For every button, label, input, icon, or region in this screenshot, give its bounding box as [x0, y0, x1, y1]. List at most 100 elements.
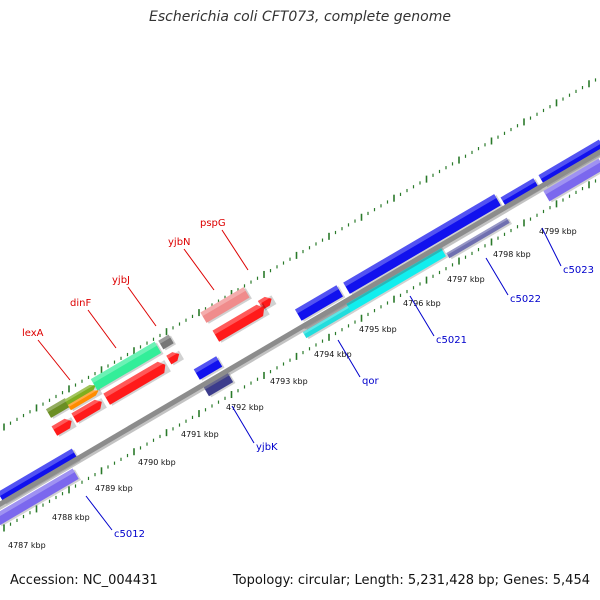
feature-grey-highlight [158, 334, 171, 344]
gene-label-lexA: lexA [22, 328, 44, 339]
feature-c5012-a-highlight [0, 448, 75, 497]
feature-qor-blue-body [295, 285, 343, 321]
feature-red-small-highlight [51, 416, 71, 430]
feature-grey [158, 334, 177, 351]
gene-leader-line [231, 405, 255, 444]
ruler-label: 4799 kbp [539, 227, 577, 236]
feature-qor-blue-highlight [295, 285, 339, 314]
ruler-label: 4797 kbp [447, 275, 485, 284]
feature-c5022-strip-highlight [446, 217, 508, 255]
feature-c5023-b [543, 158, 600, 203]
feature-red-small [51, 416, 77, 437]
gene-label-pspG: pspG [200, 218, 226, 229]
feature-cyan-strip-body [302, 305, 352, 339]
feature-c5012-a-body [0, 448, 79, 504]
feature-orange-body [67, 390, 99, 411]
feature-dinF-red [71, 397, 107, 424]
feature-yjbN-body [200, 287, 250, 323]
feature-dinF [90, 341, 164, 392]
feature-c5023-a-body [538, 139, 600, 187]
gene-label-c5022: c5022 [510, 294, 541, 305]
feature-c5012-b [0, 468, 82, 527]
feature-c5022-strip [446, 217, 513, 260]
ruler-label: 4791 kbp [181, 430, 219, 439]
inner-tick-row [3, 179, 597, 532]
gene-label-qor: qor [362, 376, 379, 387]
gene-label-c5021: c5021 [436, 335, 467, 346]
feature-qor-blue [295, 285, 346, 322]
feature-lexA-highlight [64, 382, 96, 402]
ruler-label: 4796 kbp [403, 299, 441, 308]
feature-pspG [212, 302, 270, 343]
feature-c5022-strip-body [446, 217, 510, 259]
feature-c5012-b-body [0, 468, 79, 526]
ruler-label: 4798 kbp [493, 250, 531, 259]
accession-text: Accession: NC_004431 [10, 573, 158, 588]
ruler-label: 4792 kbp [226, 403, 264, 412]
feature-c5021-cyan-body [344, 244, 446, 312]
feature-pspG-tip [257, 294, 277, 311]
feature-c5023-b-highlight [543, 158, 600, 195]
feature-pspG-tip-highlight [257, 294, 271, 304]
ruler-label: 4790 kbp [138, 458, 176, 467]
ruler-label: 4788 kbp [52, 513, 90, 522]
gene-label-yjbJ: yjbJ [112, 275, 130, 286]
feature-c5022-blue-body [500, 178, 540, 208]
feature-red-tip-highlight [166, 349, 179, 359]
feature-c5021-body [343, 194, 501, 294]
feature-dinF-red-highlight [71, 397, 101, 417]
gene-leader-line [127, 286, 157, 327]
gene-leader-line [37, 339, 71, 381]
gene-label-c5023: c5023 [563, 265, 594, 276]
feature-c5023-b-body [543, 158, 600, 202]
feature-orange-highlight [67, 387, 99, 407]
backbone-shadow [0, 151, 600, 511]
feature-dinF-body [90, 341, 162, 391]
gene-leader-line [87, 309, 117, 349]
gene-label-c5012: c5012 [114, 529, 145, 540]
gene-leader-line [85, 495, 113, 531]
feature-pspG-highlight [212, 302, 264, 335]
gene-leader-line [337, 339, 361, 378]
feature-red-tip [166, 349, 185, 366]
feature-cyan-strip-highlight [302, 305, 349, 335]
gene-label-dinF: dinF [70, 298, 91, 309]
feature-c5023-a-highlight [538, 139, 600, 180]
gene-label-yjbK: yjbK [256, 442, 278, 453]
gene-label-yjbN: yjbN [168, 237, 191, 248]
feature-olive-highlight [45, 398, 67, 413]
feature-dinF-highlight [90, 341, 157, 384]
gene-leader-line [541, 227, 562, 267]
feature-yjbN-highlight [200, 287, 246, 317]
feature-c5022-blue-highlight [500, 178, 536, 202]
feature-cyan-strip [302, 305, 354, 340]
feature-red-tip-body [166, 352, 180, 365]
ruler-label: 4795 kbp [359, 325, 397, 334]
ruler-label: 4789 kbp [95, 484, 133, 493]
feature-yjbK-a-body [193, 356, 223, 380]
feature-lexA-body [64, 384, 96, 406]
genome-backbone [0, 148, 600, 508]
feature-c5021-highlight [343, 194, 497, 287]
ruler-label: 4787 kbp [8, 541, 46, 550]
gene-leader-line [183, 248, 215, 291]
gene-labels: lexA dinF yjbJ yjbN pspG c5012 yjbK qor c5021 c50… [22, 218, 594, 540]
feature-tracks [0, 139, 600, 527]
feature-yjbK-a-highlight [193, 356, 219, 374]
feature-olive [45, 398, 73, 419]
feature-yjbN [200, 287, 252, 324]
ruler-labels: 4787 kbp 4788 kbp 4789 kbp 4790 kbp 4791 kbp… [8, 227, 577, 550]
feature-orange [67, 387, 103, 412]
gene-leader-line [221, 229, 249, 271]
feature-grey-body [158, 334, 174, 350]
feature-olive-body [45, 398, 71, 418]
outer-tick-row [3, 78, 597, 431]
feature-red-small-body [51, 418, 72, 436]
feature-yjbJ-body [103, 361, 166, 405]
feature-pspG-tip-body [257, 296, 272, 310]
ruler-label: 4794 kbp [314, 350, 352, 359]
map-title: Escherichia coli CFT073, complete genome [149, 9, 451, 25]
ruler-label: 4793 kbp [270, 377, 308, 386]
feature-yjbK-a [193, 356, 225, 381]
feature-yjbK-b-body [202, 371, 234, 397]
